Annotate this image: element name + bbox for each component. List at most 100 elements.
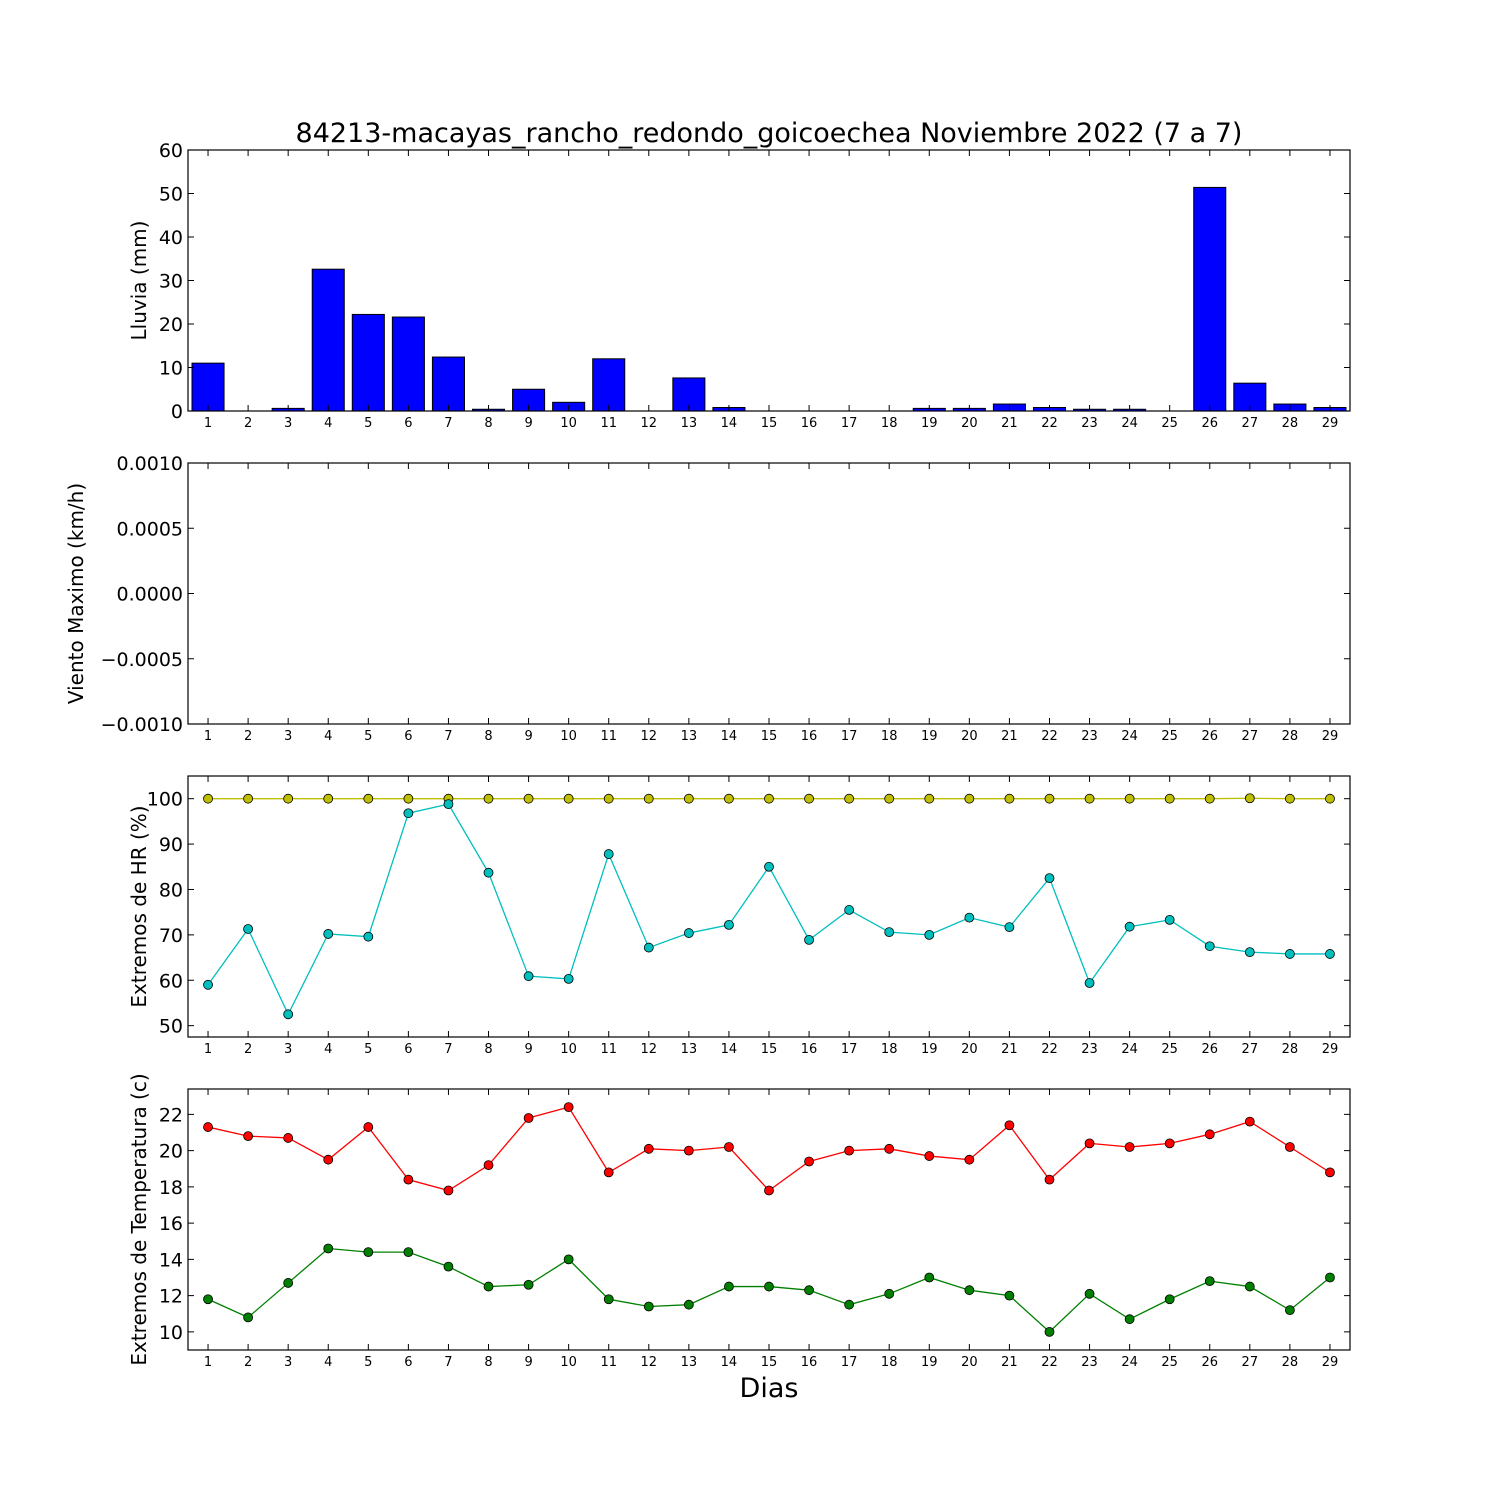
rain-x-tick-label: 10 [560,416,577,431]
temperature-series-0-point-day-26 [1204,1129,1215,1140]
rain-x-tick-label: 19 [921,416,938,431]
temperature-series-1-point-day-2 [243,1312,254,1323]
temperature-x-tick-label: 27 [1242,1355,1259,1370]
temperature-x-tick-label: 6 [404,1355,412,1370]
temperature-series-0-point-day-24 [1124,1142,1135,1152]
humidity-x-tick-label: 7 [444,1042,452,1057]
temperature-series-1-point-day-24 [1124,1314,1135,1325]
rain-y-tick-label: 50 [159,184,183,206]
temperature-x-tick-label: 10 [560,1355,577,1370]
temperature-series-1-point-day-13 [683,1299,694,1310]
wind-y-tick-label: −0.0005 [101,649,183,671]
humidity-series-1-point-day-17 [844,905,855,915]
temperature-series-1-point-day-8 [483,1281,494,1292]
wind-x-tick-label: 10 [560,729,577,744]
humidity-series-1-point-day-14 [724,919,734,930]
wind-x-tick-label: 22 [1041,729,1058,744]
humidity-y-tick-label: 80 [159,879,183,901]
wind-x-tick-label: 13 [681,729,698,744]
humidity-series-1-point-day-15 [764,861,774,872]
humidity-x-tick-label: 18 [881,1042,898,1057]
humidity-series-0-point-day-11 [603,793,614,804]
humidity-x-tick-label: 10 [560,1042,577,1057]
humidity-series-1-point-day-13 [683,928,694,938]
humidity-series-1-point-day-9 [523,971,534,982]
temperature-series-0-point-day-4 [323,1154,334,1165]
wind-y-tick-label: 0.0005 [117,518,183,540]
humidity-x-tick-label: 28 [1282,1042,1299,1057]
rain-x-tick-label: 17 [841,416,858,431]
humidity-x-tick-label: 24 [1121,1042,1138,1057]
rain-x-tick-label: 13 [681,416,698,431]
temperature-series-0-point-day-27 [1244,1116,1255,1127]
rain-bar-day-7 [431,356,465,412]
rain-x-tick-label: 16 [801,416,818,431]
temperature-series-1-point-day-22 [1044,1326,1055,1337]
temperature-series-1-point-day-19 [924,1272,935,1283]
temperature-series-0-point-day-20 [964,1154,975,1165]
humidity-x-tick-label: 11 [600,1042,617,1057]
humidity-series-0-point-day-28 [1284,793,1295,804]
wind-x-tick-label: 11 [600,729,617,744]
rain-x-tick-label: 27 [1242,416,1259,431]
humidity-x-tick-label: 25 [1161,1042,1178,1057]
humidity-series-0-point-day-8 [483,793,494,804]
temperature-series-1-point-day-26 [1204,1276,1215,1287]
temperature-series-1-point-day-1 [203,1294,213,1305]
rain-x-tick-label: 29 [1322,416,1339,431]
wind-x-tick-label: 12 [641,729,658,744]
humidity-series-0-point-day-19 [924,793,935,804]
humidity-series-1-point-day-4 [323,929,334,939]
humidity-series-1-point-day-8 [483,867,494,878]
humidity-y-axis-label: Extremos de HR (%) [127,805,151,1007]
temperature-x-tick-label: 5 [364,1355,372,1370]
humidity-series-0-point-day-4 [323,793,334,804]
temperature-x-tick-label: 4 [324,1355,332,1370]
chart-panels: 1 2 3 4 5 6 7 8 9 10 11 12 13 14 15 16 17 18 19 20 21 22 23 24 2… [64,140,1351,1370]
humidity-series-0-point-day-27 [1244,793,1255,804]
humidity-series-1-point-day-21 [1004,922,1015,933]
temperature-series-0-point-day-8 [483,1160,494,1171]
humidity-series-1-point-day-24 [1124,921,1135,932]
wind-x-tick-label: 16 [801,729,818,744]
wind-x-tick-label: 19 [921,729,938,744]
temperature-x-tick-label: 7 [444,1355,452,1370]
temperature-series-1-point-day-14 [724,1281,734,1292]
temperature-series-0-point-day-13 [683,1145,694,1156]
temperature-series-1-point-day-9 [523,1279,534,1290]
wind-x-tick-label: 28 [1282,729,1299,744]
wind-x-tick-label: 4 [324,729,332,744]
rain-x-tick-label: 14 [721,416,738,431]
temperature-series-0-point-day-15 [764,1185,774,1196]
rain-x-tick-label: 26 [1201,416,1218,431]
wind-x-tick-label: 25 [1161,729,1178,744]
temperature-series-0-point-day-6 [403,1174,414,1185]
temperature-x-tick-label: 19 [921,1355,938,1370]
humidity-x-tick-label: 1 [204,1042,212,1057]
humidity-x-tick-label: 5 [364,1042,372,1057]
temperature-x-tick-label: 15 [761,1355,778,1370]
rain-x-tick-label: 12 [641,416,658,431]
temperature-axes-frame [187,1088,1351,1351]
humidity-axes-frame [187,775,1351,1038]
temperature-series-0-point-day-1 [203,1122,213,1132]
humidity-x-tick-label: 12 [641,1042,658,1057]
wind-x-tick-label: 5 [364,729,372,744]
wind-axes-frame [187,462,1351,725]
temperature-series-1-point-day-11 [603,1294,614,1305]
humidity-series-1-point-day-5 [363,931,374,942]
humidity-series-1-point-day-28 [1284,949,1295,959]
humidity-y-tick-label: 90 [159,834,183,856]
humidity-y-tick-label: 100 [147,789,183,811]
wind-x-tick-label: 24 [1121,729,1138,744]
rain-y-tick-label: 30 [159,271,183,293]
rain-x-tick-label: 25 [1161,416,1178,431]
humidity-series-0-point-day-14 [724,793,734,804]
temperature-series-0-point-day-21 [1004,1120,1015,1131]
humidity-panel: 1 2 3 4 5 6 7 8 9 10 11 12 13 14 15 16 17 18 19 20 21 22 23 24 2… [127,775,1351,1057]
rain-x-tick-label: 2 [244,416,252,431]
wind-x-tick-label: 2 [244,729,252,744]
humidity-series-1-point-day-23 [1084,978,1095,988]
temperature-series-1-point-day-23 [1084,1288,1095,1299]
